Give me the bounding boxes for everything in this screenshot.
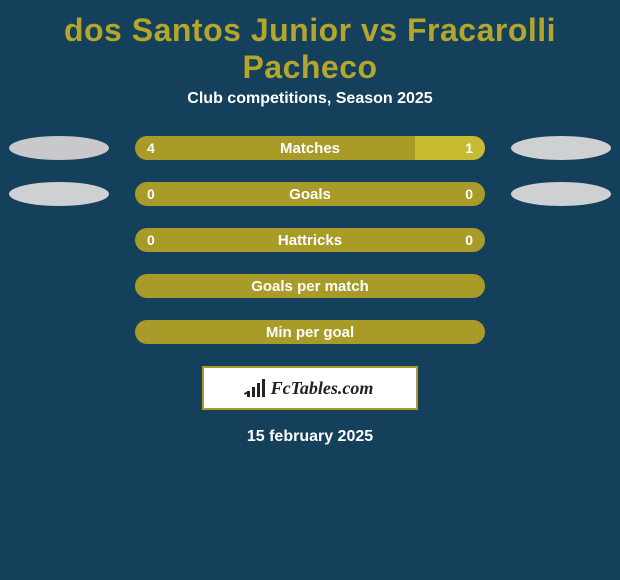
- left-oval: [9, 136, 109, 160]
- stat-bar: 00Goals: [135, 182, 485, 206]
- right-oval: [511, 274, 611, 298]
- logo-box: FcTables.com: [202, 366, 418, 410]
- stat-right-value: 0: [310, 182, 485, 206]
- stat-bar: Goals per match: [135, 274, 485, 298]
- stat-row: Goals per match: [8, 274, 612, 298]
- stat-row: 00Goals: [8, 182, 612, 206]
- stat-left-value: 0: [135, 182, 310, 206]
- stat-row: 41Matches: [8, 136, 612, 160]
- stat-bar: 41Matches: [135, 136, 485, 160]
- stat-bar: Min per goal: [135, 320, 485, 344]
- stat-left-value: 4: [135, 136, 415, 160]
- stat-left-value: 0: [135, 228, 310, 252]
- right-oval: [511, 182, 611, 206]
- stat-row: Min per goal: [8, 320, 612, 344]
- stat-left-value: [135, 320, 485, 344]
- stats-container: 41Matches 00Goals 00Hattricks Goals per mat…: [0, 136, 620, 344]
- left-oval: [9, 320, 109, 344]
- right-oval: [511, 228, 611, 252]
- stat-left-value: [135, 274, 485, 298]
- date-label: 15 february 2025: [0, 428, 620, 446]
- left-oval: [9, 182, 109, 206]
- right-oval: [511, 136, 611, 160]
- logo: FcTables.com: [247, 378, 374, 399]
- left-oval: [9, 274, 109, 298]
- page-title: dos Santos Junior vs Fracarolli Pacheco: [0, 0, 620, 90]
- logo-text: FcTables.com: [271, 378, 374, 399]
- stat-right-value: 1: [415, 136, 485, 160]
- left-oval: [9, 228, 109, 252]
- right-oval: [511, 320, 611, 344]
- stat-bar: 00Hattricks: [135, 228, 485, 252]
- stat-right-value: 0: [310, 228, 485, 252]
- page-subtitle: Club competitions, Season 2025: [0, 90, 620, 108]
- stat-row: 00Hattricks: [8, 228, 612, 252]
- logo-bars-icon: [247, 379, 265, 397]
